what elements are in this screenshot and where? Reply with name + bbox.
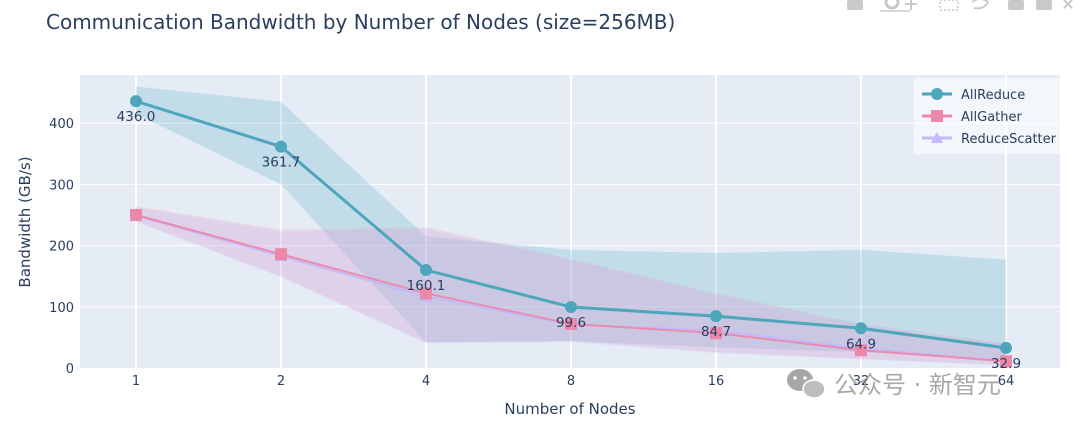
data-labels: 436.0 361.7 160.1 99.6 84.7 64.9 32.9 [117,109,1021,372]
autoscale-icon[interactable] [1063,0,1073,9]
lasso-icon[interactable] [971,0,990,10]
x-tick-label: 8 [567,374,575,389]
point-allreduce[interactable] [1000,341,1012,354]
point-allreduce[interactable] [420,264,432,277]
data-label: 160.1 [407,278,446,294]
zoom-icon[interactable] [880,0,910,12]
point-allgather[interactable] [130,209,142,221]
point-allreduce[interactable] [855,322,867,335]
point-allgather[interactable] [275,248,287,261]
x-axis-title: Number of Nodes [504,400,635,418]
gridlines [80,75,1060,368]
data-label: 32.9 [991,356,1021,372]
y-axis-ticks: 0 100 200 300 400 [49,117,74,377]
data-label: 436.0 [117,109,156,125]
watermark-text: 公众号 · 新智元 [834,371,1001,399]
x-tick-label: 2 [277,374,285,389]
data-label: 84.7 [701,324,731,340]
series-markers [130,95,1012,368]
x-tick-label: 1 [132,374,140,389]
data-label: 361.7 [262,155,301,171]
chart-title: Communication Bandwidth by Number of Nod… [46,10,675,34]
band-allgather [136,206,1006,365]
zoom-out-icon[interactable] [1036,0,1052,10]
legend-label-reducescatter[interactable]: ReduceScatter [961,132,1057,147]
data-label: 64.9 [846,336,876,352]
point-allgather[interactable] [565,317,577,330]
y-tick-label: 200 [49,240,74,255]
legend-label-allgather[interactable]: AllGather [961,110,1022,125]
x-tick-label: 4 [422,374,430,389]
watermark: 公众号 · 新智元 [787,369,1001,399]
confidence-bands [136,86,1006,366]
y-tick-label: 100 [49,301,74,316]
x-axis-ticks: 1 2 4 8 16 32 64 [132,374,1014,389]
legend-label-allreduce[interactable]: AllReduce [961,88,1025,103]
legend: AllReduce AllGather ReduceScatter [914,78,1062,154]
point-allreduce[interactable] [275,140,287,153]
box-select-icon[interactable] [939,0,959,11]
modebar [847,0,1073,12]
data-label: 99.6 [556,315,586,331]
x-tick-label: 16 [708,374,725,389]
point-allreduce[interactable] [710,310,722,323]
band-reducescatter [136,207,1006,366]
legend-marker-allgather [931,110,943,122]
point-allgather[interactable] [1000,355,1012,368]
x-tick-label: 32 [853,374,870,389]
y-tick-label: 300 [49,178,74,193]
camera-icon[interactable] [847,0,863,10]
y-axis-title: Bandwidth (GB/s) [16,156,34,287]
legend-marker-allreduce [931,88,943,100]
point-allreduce[interactable] [565,301,577,314]
legend-marker-reducescatter [931,132,943,143]
pan-icon[interactable] [905,0,917,10]
point-allgather[interactable] [710,327,722,340]
band-allreduce [136,86,1006,361]
y-tick-label: 0 [66,362,74,377]
y-tick-label: 400 [49,117,74,132]
x-tick-label: 64 [998,374,1015,389]
point-allgather[interactable] [855,344,867,357]
wechat-icon [787,369,826,399]
zoom-in-icon[interactable] [1008,0,1024,10]
point-allreduce[interactable] [130,95,142,108]
point-allgather[interactable] [420,287,432,300]
